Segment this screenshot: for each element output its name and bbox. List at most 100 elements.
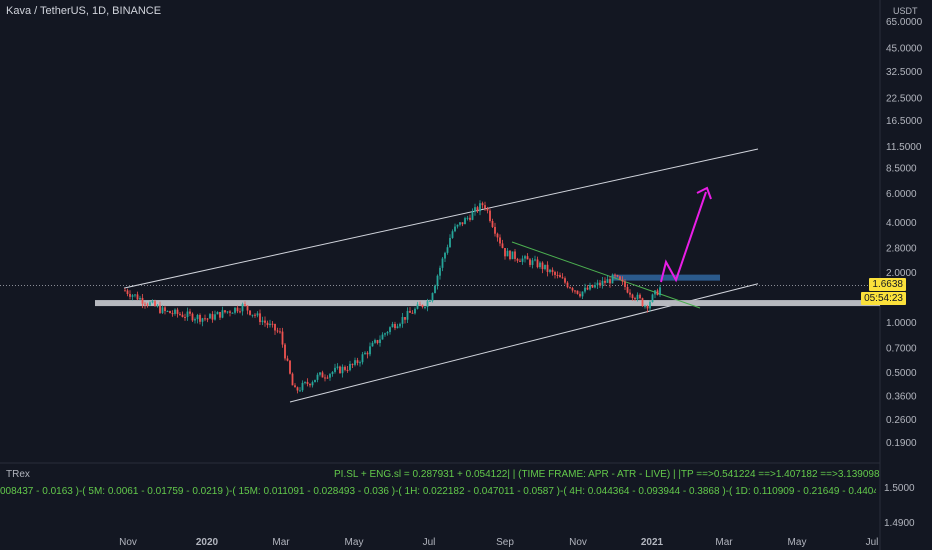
candle-body (384, 333, 386, 335)
candle-body (376, 340, 379, 343)
candle-body (224, 310, 226, 313)
y-tick-label: 0.5000 (886, 368, 917, 379)
candle-body (286, 358, 289, 361)
candle-body (209, 314, 211, 319)
candle-body (341, 366, 344, 374)
candle-body (281, 331, 284, 345)
candle-body (539, 262, 541, 268)
candle-body (141, 297, 144, 304)
candle-body (189, 311, 191, 314)
candle-body (174, 309, 176, 314)
y-tick-label: 4.0000 (886, 218, 917, 229)
support-zone[interactable] (95, 300, 880, 307)
candle-body (459, 222, 461, 225)
candle-body (316, 374, 319, 380)
candle-body (219, 312, 221, 318)
candle-body (551, 269, 554, 273)
candle-body (589, 284, 591, 290)
last-price-tag: 1.6638 (869, 278, 906, 291)
candle-body (301, 382, 304, 391)
candle-body (144, 303, 146, 305)
candle-body (656, 290, 659, 296)
indicator-axis-label-2: 1.4900 (884, 518, 915, 529)
candle-body (569, 287, 571, 289)
candle-body (366, 352, 369, 355)
candle-body (596, 282, 599, 286)
candle-body (176, 309, 179, 314)
candle-body (639, 294, 641, 299)
candle-body (529, 259, 531, 265)
candle-body (124, 290, 126, 292)
candle-body (634, 298, 636, 300)
candle-body (344, 366, 346, 370)
x-tick-label: 2020 (196, 537, 219, 548)
candle-body (129, 293, 131, 297)
candle-body (429, 301, 431, 303)
candle-body (136, 294, 139, 300)
candle-body (374, 340, 376, 343)
indicator-name[interactable]: TRex (6, 469, 30, 480)
candle-body (624, 281, 626, 287)
candle-body (151, 301, 154, 303)
y-tick-label: 45.0000 (886, 43, 923, 54)
candle-body (479, 203, 481, 212)
x-tick-label: May (345, 537, 364, 548)
candle-body (611, 274, 614, 284)
projection-arrow[interactable] (660, 191, 707, 283)
candle-body (519, 260, 521, 262)
candle-body (426, 301, 429, 308)
candle-body (476, 207, 479, 212)
candle-body (319, 372, 321, 375)
candle-body (369, 346, 371, 355)
candle-body (561, 277, 564, 279)
y-axis-unit: USDT (893, 6, 918, 16)
candle-body (276, 330, 279, 332)
candle-body (326, 377, 329, 379)
candle-body (421, 304, 424, 308)
downtrend-line[interactable] (511, 241, 701, 309)
candle-body (179, 313, 181, 315)
candle-body (619, 276, 621, 280)
x-tick-label: Nov (119, 537, 137, 548)
candle-body (131, 295, 134, 297)
indicator-axis-label-1: 1.5000 (884, 483, 915, 494)
candle-body (601, 280, 604, 286)
candle-body (274, 323, 276, 331)
candle-body (504, 248, 506, 257)
y-tick-label: 6.0000 (886, 189, 917, 200)
candle-body (644, 305, 646, 307)
y-tick-label: 0.3600 (886, 392, 917, 403)
channel-upper-line[interactable] (123, 148, 759, 289)
candle-body (196, 314, 199, 320)
candle-body (631, 294, 634, 299)
candle-body (361, 354, 364, 363)
candle-body (401, 317, 404, 324)
countdown-tag: 05:54:23 (861, 292, 906, 305)
candle-body (564, 278, 566, 283)
candle-body (364, 352, 366, 355)
candle-body (211, 314, 214, 320)
candle-body (606, 279, 609, 283)
candle-body (279, 331, 281, 333)
candle-body (284, 344, 286, 359)
candle-body (309, 383, 311, 386)
candle-body (266, 322, 269, 326)
x-tick-label: May (788, 537, 807, 548)
candle-body (491, 220, 494, 227)
candle-body (629, 292, 631, 295)
candle-body (214, 314, 216, 320)
candle-body (234, 307, 236, 313)
candle-body (641, 298, 644, 307)
candle-body (354, 360, 356, 365)
candle-body (496, 233, 499, 238)
y-tick-label: 65.0000 (886, 17, 923, 28)
candle-body (486, 208, 489, 211)
candle-body (456, 224, 459, 227)
candle-body (139, 297, 141, 300)
candle-body (419, 304, 421, 306)
resistance-zone[interactable] (612, 274, 720, 281)
candle-body (291, 373, 294, 386)
candle-body (571, 288, 574, 291)
candle-body (289, 360, 291, 374)
